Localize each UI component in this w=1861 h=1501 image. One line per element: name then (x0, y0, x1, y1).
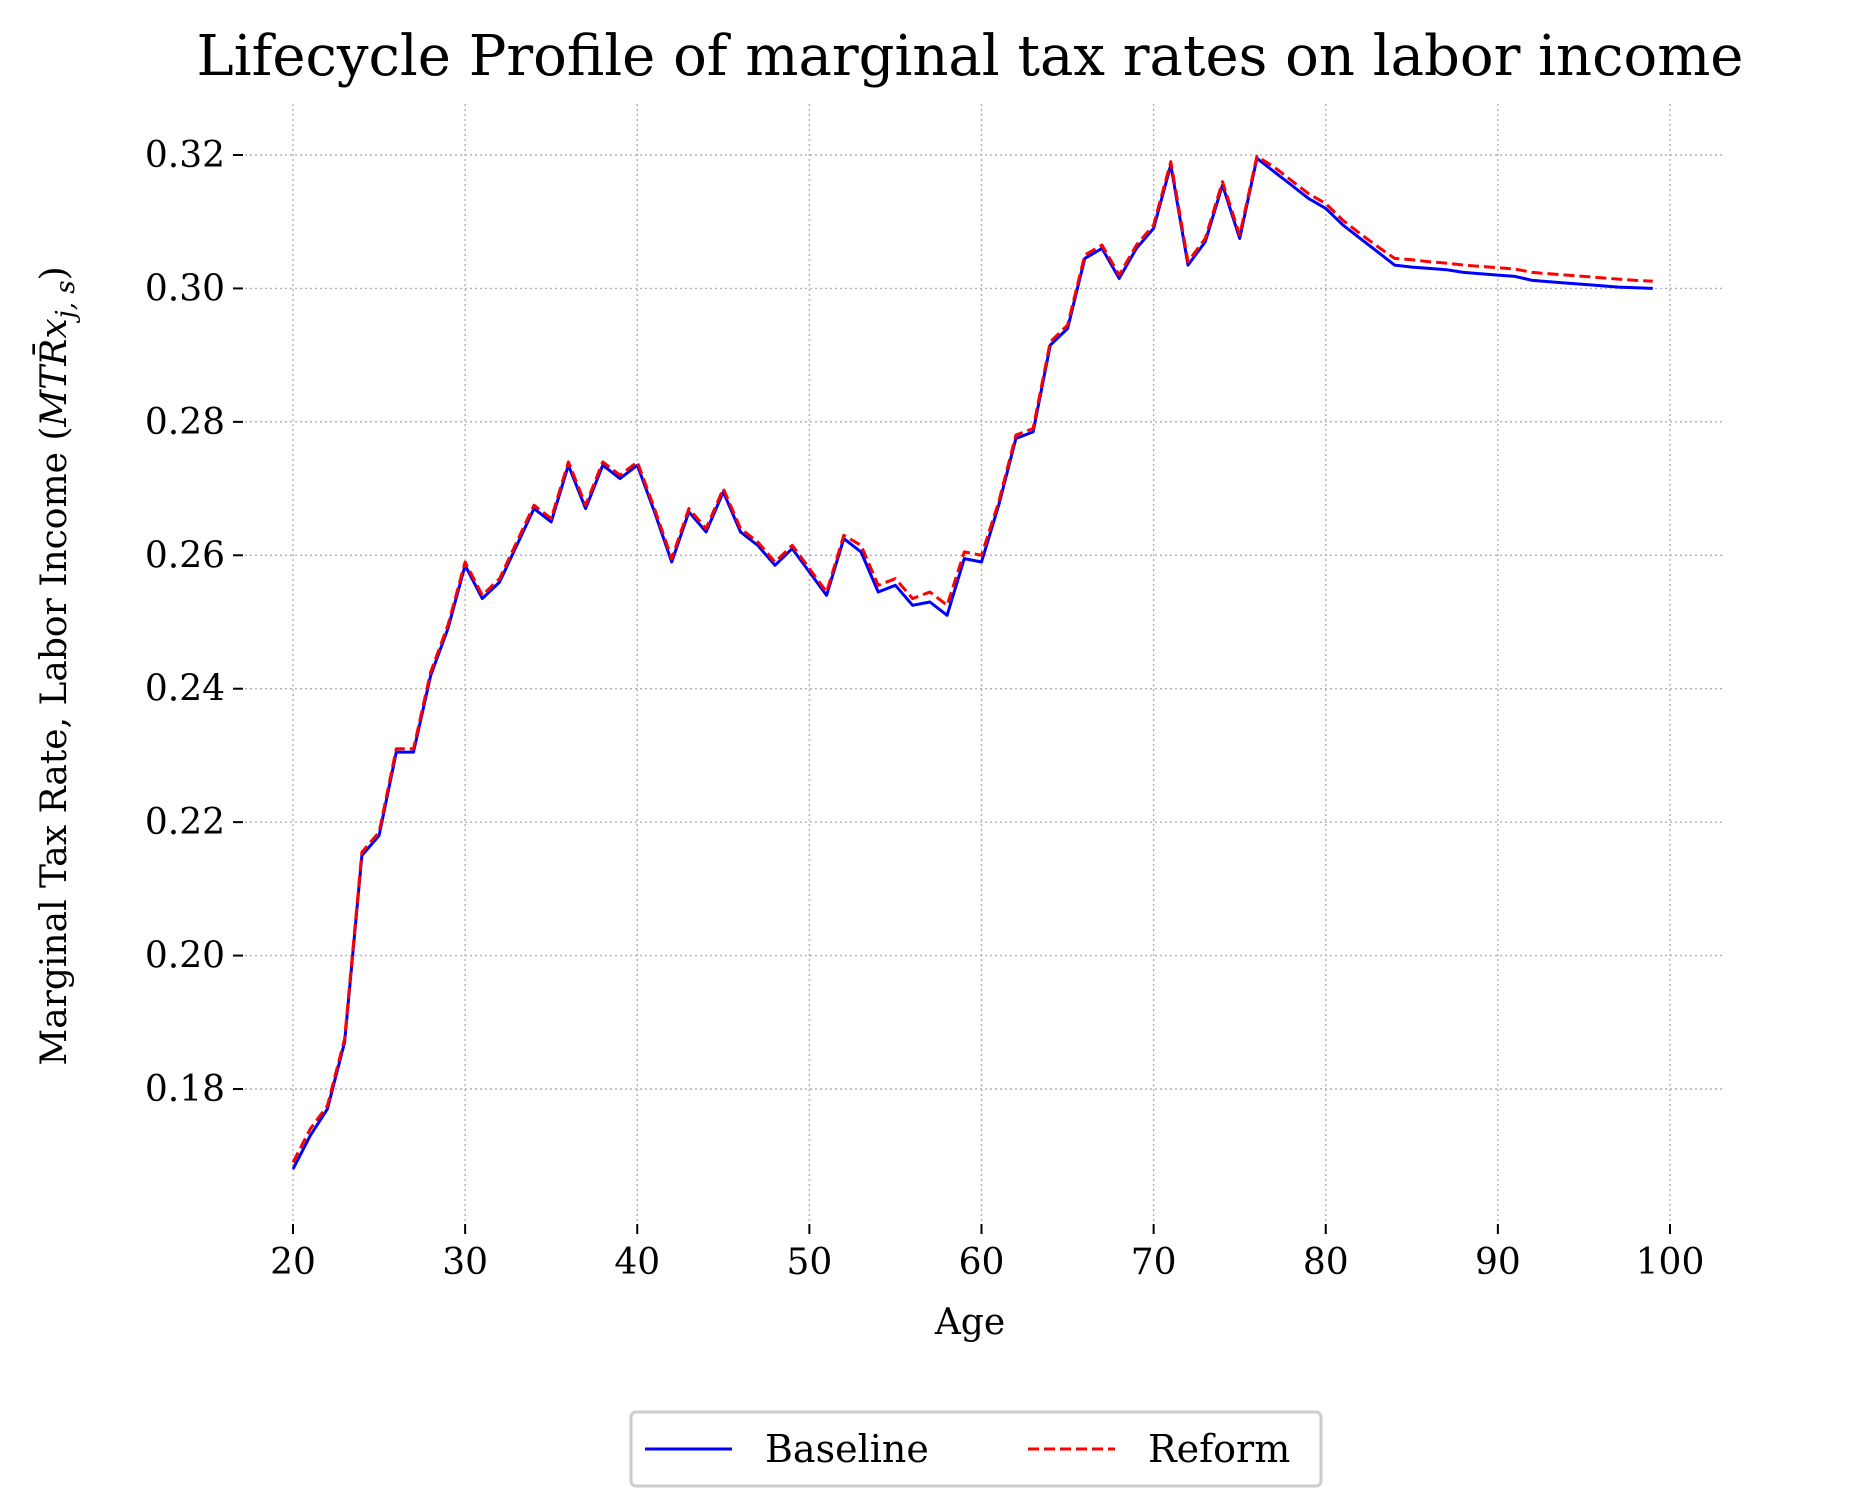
x-tick-label: 70 (1131, 1242, 1177, 1283)
y-axis-label-math: MTR̄x (32, 318, 75, 427)
y-axis-label-close: ) (34, 266, 75, 280)
y-tick-label: 0.20 (145, 936, 225, 977)
series-line-reform (291, 154, 1653, 1164)
y-axis-label: Marginal Tax Rate, Labor Income (MTR̄xj,… (32, 266, 81, 1065)
x-tick-label: 90 (1475, 1242, 1521, 1283)
y-axis-label-subscript: j, s (51, 280, 81, 323)
y-tick-label: 0.24 (145, 669, 225, 710)
y-tick-label: 0.26 (145, 535, 225, 576)
x-tick-label: 30 (442, 1242, 488, 1283)
series-lines (291, 154, 1653, 1170)
legend-frame (629, 1410, 1323, 1488)
x-tick-label: 60 (959, 1242, 1005, 1283)
series-line-baseline (291, 156, 1653, 1170)
legend-label-baseline: Baseline (765, 1427, 929, 1471)
chart-title: Lifecycle Profile of marginal tax rates … (197, 24, 1744, 89)
x-tick-label: 100 (1636, 1242, 1705, 1283)
x-axis-label: Age (934, 1302, 1005, 1343)
y-axis-label-text: Marginal Tax Rate, Labor Income ( (34, 427, 75, 1066)
y-tick-label: 0.32 (145, 135, 225, 176)
y-tick-label: 0.22 (145, 802, 225, 843)
x-tick-label: 40 (614, 1242, 660, 1283)
x-tick-label: 50 (786, 1242, 832, 1283)
legend: Baseline Reform (629, 1410, 1323, 1488)
grid (245, 104, 1722, 1222)
x-axis: 20 30 40 50 60 70 80 90 100 (270, 1224, 1704, 1283)
legend-label-reform: Reform (1148, 1427, 1290, 1471)
x-tick-label: 80 (1303, 1242, 1349, 1283)
y-tick-label: 0.18 (145, 1069, 225, 1110)
y-tick-label: 0.28 (145, 402, 225, 443)
y-tick-label: 0.30 (145, 268, 225, 309)
x-tick-label: 20 (270, 1242, 316, 1283)
y-axis: 0.18 0.20 0.22 0.24 0.26 0.28 0.30 0.32 (145, 135, 243, 1110)
